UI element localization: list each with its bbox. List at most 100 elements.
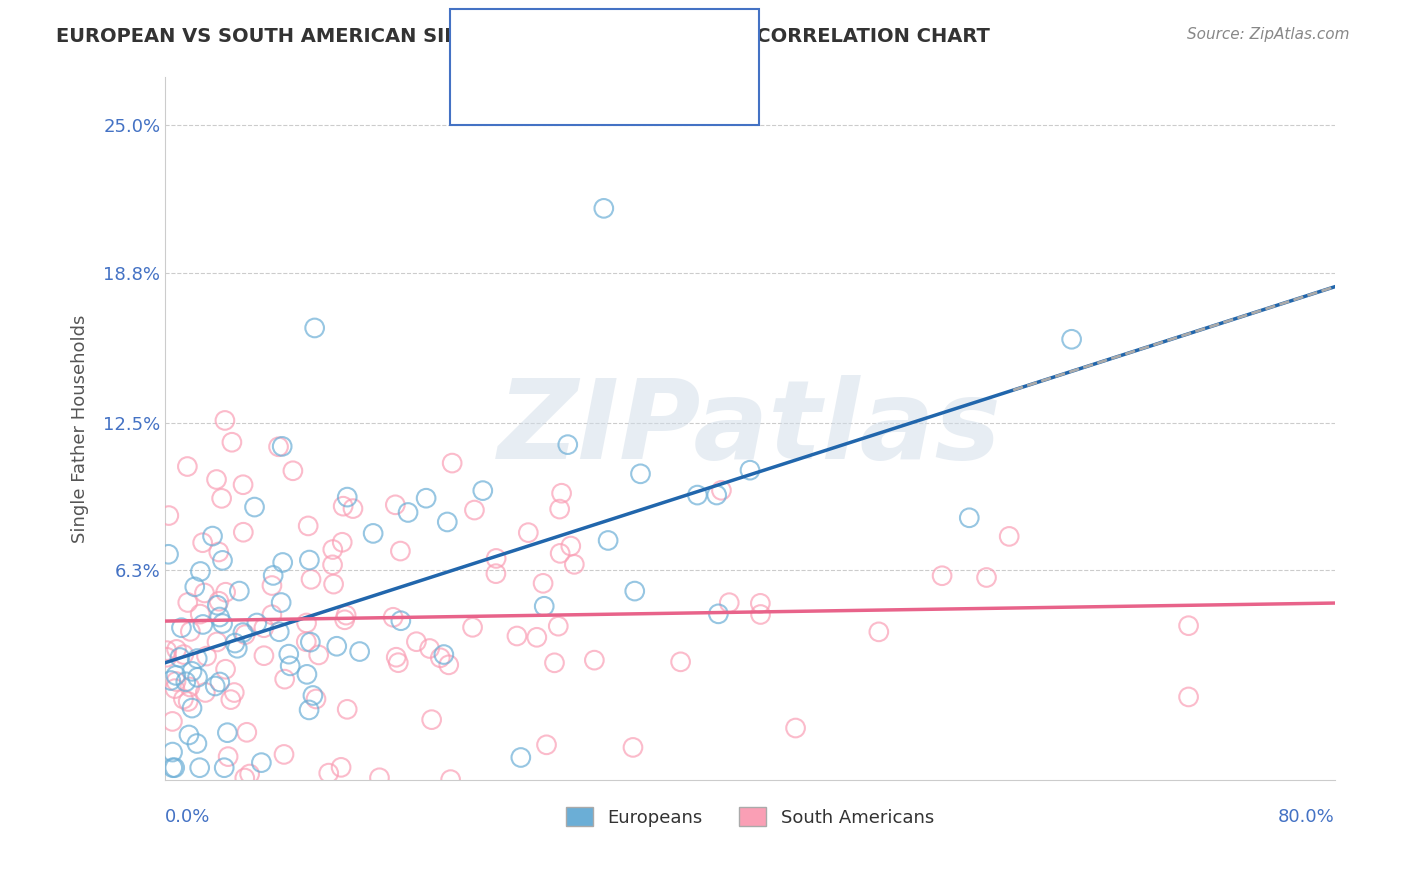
Point [156, 643, 179, 657]
Point [560, 539, 582, 553]
Point [295, 634, 318, 648]
Point [318, 766, 340, 780]
Point [440, 772, 463, 787]
Point [273, 747, 295, 762]
Point [159, 673, 181, 688]
Point [976, 570, 998, 584]
Point [299, 572, 322, 586]
Point [201, 529, 224, 543]
Point [336, 702, 359, 716]
Point [308, 648, 330, 662]
Point [193, 586, 215, 600]
Point [485, 566, 508, 581]
Point [368, 771, 391, 785]
Point [236, 725, 259, 739]
Point [177, 728, 200, 742]
Text: -0.057: -0.057 [537, 80, 602, 98]
Point [441, 456, 464, 470]
Point [463, 503, 485, 517]
Point [166, 642, 188, 657]
Point [548, 502, 571, 516]
Point [931, 568, 953, 582]
Point [162, 761, 184, 775]
Point [232, 477, 254, 491]
Point [211, 491, 233, 506]
Text: 80.0%: 80.0% [1278, 807, 1334, 826]
Point [557, 437, 579, 451]
Point [630, 467, 652, 481]
Point [382, 610, 405, 624]
Point [299, 635, 322, 649]
Point [179, 680, 201, 694]
Point [405, 634, 427, 648]
Text: R =: R = [481, 40, 520, 58]
Y-axis label: Single Father Households: Single Father Households [72, 314, 89, 542]
Point [295, 667, 318, 681]
Point [177, 694, 200, 708]
Point [208, 610, 231, 624]
Point [322, 577, 344, 591]
Point [207, 599, 229, 613]
Point [214, 413, 236, 427]
Point [415, 491, 437, 506]
Point [531, 576, 554, 591]
Text: EUROPEAN VS SOUTH AMERICAN SINGLE FATHER HOUSEHOLDS CORRELATION CHART: EUROPEAN VS SOUTH AMERICAN SINGLE FATHER… [56, 27, 990, 45]
Point [868, 624, 890, 639]
Point [623, 584, 645, 599]
Point [208, 675, 231, 690]
Point [509, 750, 531, 764]
Point [738, 463, 761, 477]
Point [233, 771, 256, 785]
Point [156, 650, 179, 665]
Point [543, 656, 565, 670]
Point [186, 651, 208, 665]
Point [336, 490, 359, 504]
Point [224, 685, 246, 699]
Point [419, 641, 441, 656]
Point [384, 498, 406, 512]
Point [226, 641, 249, 656]
Point [269, 624, 291, 639]
Point [326, 640, 349, 654]
Point [387, 656, 409, 670]
Point [169, 650, 191, 665]
Point [260, 578, 283, 592]
Point [385, 650, 408, 665]
Point [188, 607, 211, 621]
Text: 0.0%: 0.0% [166, 807, 211, 826]
Point [176, 459, 198, 474]
Point [205, 473, 228, 487]
Point [246, 615, 269, 630]
Point [332, 499, 354, 513]
Point [191, 617, 214, 632]
Point [219, 692, 242, 706]
Point [1177, 618, 1199, 632]
Point [669, 655, 692, 669]
Point [170, 621, 193, 635]
Point [471, 483, 494, 498]
Point [361, 526, 384, 541]
Point [271, 556, 294, 570]
Point [485, 551, 508, 566]
Point [243, 500, 266, 514]
Point [181, 665, 204, 679]
Point [253, 621, 276, 635]
Point [214, 585, 236, 599]
Point [174, 674, 197, 689]
Point [277, 647, 299, 661]
Point [217, 725, 239, 739]
Point [191, 535, 214, 549]
Point [1060, 332, 1083, 346]
Point [271, 439, 294, 453]
Point [592, 202, 614, 216]
Legend: Europeans, South Americans: Europeans, South Americans [560, 800, 941, 834]
Text: R =: R = [481, 80, 520, 98]
Text: 0.376: 0.376 [537, 40, 593, 58]
Text: 71: 71 [623, 40, 648, 58]
Point [270, 595, 292, 609]
Point [335, 608, 357, 623]
Point [212, 761, 235, 775]
Point [297, 519, 319, 533]
Point [217, 749, 239, 764]
Point [262, 568, 284, 582]
